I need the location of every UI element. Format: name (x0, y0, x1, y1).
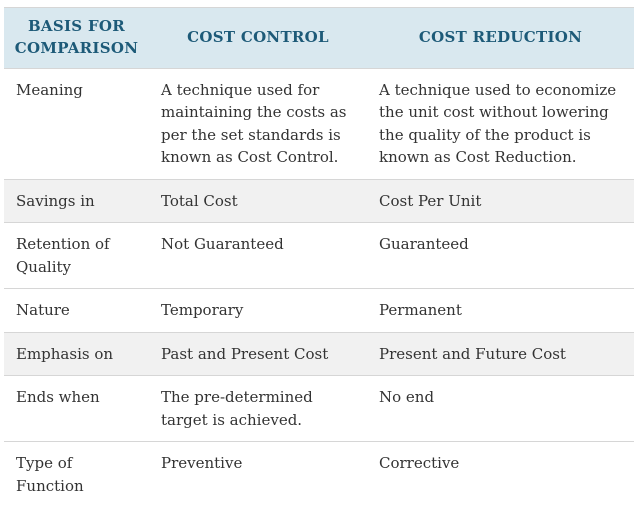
table-row-savings-in: Savings in Total Cost Cost Per Unit (4, 179, 634, 223)
header-cost-control: COST CONTROL (149, 8, 367, 69)
header-basis-for-comparison: BASIS FOR COMPARISON (4, 8, 149, 69)
cost-control-cell: The pre-determined target is achieved. (149, 376, 367, 442)
cost-reduction-cell: A technique used to economize the unit c… (367, 68, 634, 179)
basis-cell: Type of Function (4, 442, 149, 507)
header-cost-reduction: COST REDUCTION (367, 8, 634, 69)
basis-cell: Meaning (4, 68, 149, 179)
cost-control-cell: A technique used for maintaining the cos… (149, 68, 367, 179)
cost-reduction-cell: No end (367, 376, 634, 442)
header-row: BASIS FOR COMPARISON COST CONTROL COST R… (4, 8, 634, 69)
cost-control-cell: Past and Present Cost (149, 332, 367, 376)
cost-control-cell: Preventive (149, 442, 367, 507)
cost-reduction-cell: Guaranteed (367, 223, 634, 289)
table-row-retention-of-quality: Retention of Quality Not Guaranteed Guar… (4, 223, 634, 289)
cost-reduction-cell: Permanent (367, 289, 634, 333)
basis-cell: Emphasis on (4, 332, 149, 376)
table-row-nature: Nature Temporary Permanent (4, 289, 634, 333)
comparison-table: BASIS FOR COMPARISON COST CONTROL COST R… (4, 7, 634, 507)
cost-reduction-cell: Present and Future Cost (367, 332, 634, 376)
basis-cell: Ends when (4, 376, 149, 442)
table-row-ends-when: Ends when The pre-determined target is a… (4, 376, 634, 442)
cost-reduction-cell: Cost Per Unit (367, 179, 634, 223)
basis-cell: Retention of Quality (4, 223, 149, 289)
table-row-emphasis-on: Emphasis on Past and Present Cost Presen… (4, 332, 634, 376)
cost-control-cell: Total Cost (149, 179, 367, 223)
basis-cell: Savings in (4, 179, 149, 223)
cost-control-cell: Not Guaranteed (149, 223, 367, 289)
cost-reduction-cell: Corrective (367, 442, 634, 507)
basis-cell: Nature (4, 289, 149, 333)
cost-control-cell: Temporary (149, 289, 367, 333)
table-row-type-of-function: Type of Function Preventive Corrective (4, 442, 634, 507)
table-row-meaning: Meaning A technique used for maintaining… (4, 68, 634, 179)
